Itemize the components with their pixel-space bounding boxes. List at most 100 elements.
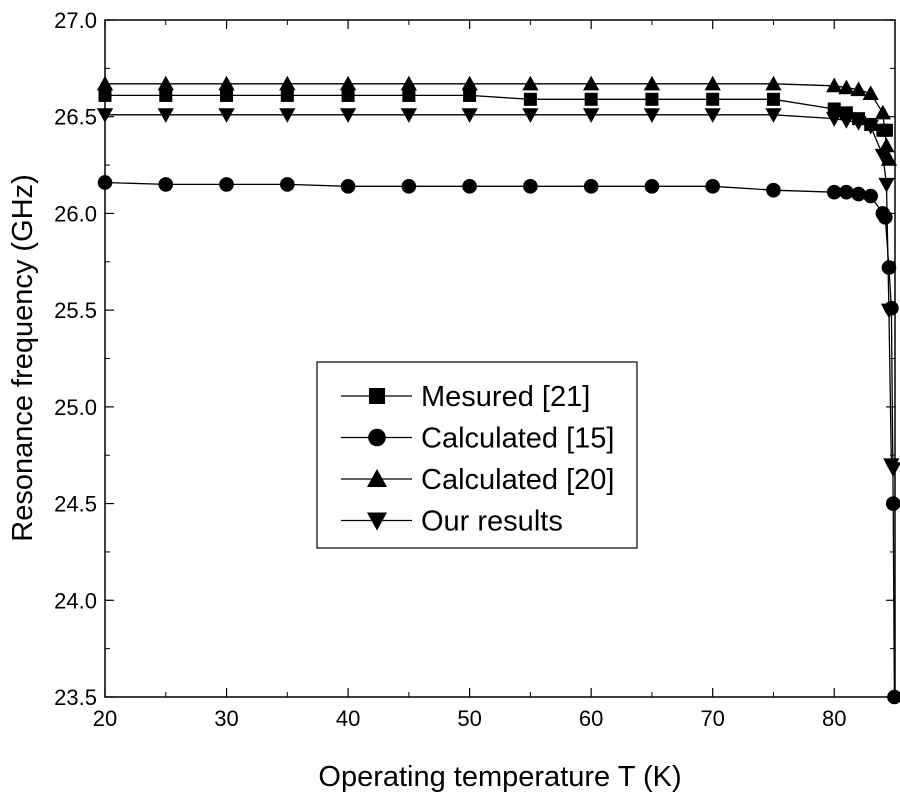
data-point <box>826 184 842 200</box>
data-point <box>279 108 296 123</box>
data-point <box>218 75 235 91</box>
legend: Mesured [21] Calculated [15] Calculated [2… <box>316 361 638 549</box>
data-point <box>220 88 234 102</box>
data-point <box>881 260 897 275</box>
data-point <box>880 303 898 319</box>
data-point <box>839 184 854 200</box>
data-point <box>97 175 113 190</box>
data-point <box>402 88 416 102</box>
data-point <box>850 81 867 97</box>
data-point <box>879 123 893 137</box>
data-point <box>704 75 721 91</box>
series-3 <box>96 75 898 166</box>
data-point <box>522 75 539 91</box>
x-axis-title: Operating temperature T (K) <box>318 761 681 793</box>
data-point <box>523 92 537 106</box>
y-tick-label: 25.0 <box>54 395 97 420</box>
y-tick-label: 25.5 <box>54 298 97 323</box>
data-point <box>766 92 780 106</box>
data-point <box>583 108 600 123</box>
data-point <box>340 179 356 194</box>
data-point <box>880 151 898 166</box>
plot-frame <box>104 19 896 698</box>
data-point <box>645 92 659 106</box>
data-point <box>826 112 843 127</box>
data-point <box>463 88 477 102</box>
legend-label: Calculated [15] <box>421 423 614 455</box>
data-point <box>218 108 235 123</box>
data-point <box>583 179 599 194</box>
data-point <box>838 79 855 95</box>
y-tick-label: 26.0 <box>54 201 97 226</box>
data-point <box>158 177 174 192</box>
data-point <box>522 108 539 123</box>
data-point <box>461 108 478 123</box>
data-point <box>280 177 295 192</box>
x-tick-label: 40 <box>336 706 360 731</box>
legend-marker <box>367 512 387 531</box>
x-tick-label: 70 <box>700 706 724 731</box>
data-point <box>96 108 114 123</box>
axis-layer: 20 30 40 50 60 70 80 23.5 24.0 24.5 25.0 25.5 26.0 26… <box>54 8 896 731</box>
y-tick-label: 24.0 <box>54 588 97 613</box>
data-point <box>279 75 296 91</box>
x-tick-label: 80 <box>822 706 846 731</box>
x-tick-label: 30 <box>214 706 238 731</box>
data-point <box>765 108 782 123</box>
data-point <box>862 119 879 135</box>
data-point <box>339 108 357 123</box>
series-layer <box>96 75 900 705</box>
data-point <box>400 108 417 123</box>
legend-entries: Mesured [21] Calculated [15] Calculated [2… <box>341 381 614 538</box>
y-tick-label: 24.5 <box>54 492 97 517</box>
data-point <box>705 179 720 194</box>
data-point <box>461 75 478 91</box>
data-point <box>863 188 878 204</box>
data-point <box>583 75 600 91</box>
data-point <box>644 179 660 194</box>
data-point <box>523 179 538 194</box>
data-point <box>401 179 417 194</box>
data-point <box>706 92 720 106</box>
data-point <box>851 186 866 202</box>
y-axis-title: Resonance frequency (GHz) <box>7 174 39 542</box>
data-point <box>400 75 417 91</box>
data-point <box>339 75 357 91</box>
data-point <box>885 462 900 477</box>
legend-label: Our results <box>421 506 563 538</box>
data-point <box>874 104 891 120</box>
data-point <box>98 88 112 102</box>
data-point <box>878 177 895 193</box>
legend-label: Mesured [21] <box>421 381 590 413</box>
y-tick-label: 26.5 <box>54 105 97 130</box>
data-point <box>878 137 895 153</box>
data-point <box>584 92 598 106</box>
x-tick-label: 50 <box>457 706 481 731</box>
data-point <box>877 209 893 225</box>
data-point <box>826 77 843 93</box>
data-point <box>766 182 781 198</box>
data-point <box>704 108 721 123</box>
data-point <box>850 116 867 131</box>
data-point <box>157 108 174 123</box>
data-point <box>874 148 891 164</box>
data-point <box>643 108 661 123</box>
y-tick-label: 23.5 <box>54 685 97 710</box>
data-point <box>157 75 174 91</box>
x-tick-label: 60 <box>579 706 603 731</box>
series-4 <box>96 108 900 477</box>
legend-marker <box>367 469 387 487</box>
legend-marker <box>369 388 385 404</box>
y-tick-label: 27.0 <box>54 8 97 33</box>
data-point <box>96 75 114 91</box>
legend-marker <box>368 428 386 447</box>
data-point <box>765 75 782 91</box>
legend-label: Calculated [20] <box>421 464 614 496</box>
data-point <box>643 75 661 91</box>
data-point <box>838 114 855 129</box>
data-point <box>862 85 879 101</box>
data-point <box>462 179 477 194</box>
data-point <box>219 177 234 192</box>
x-tick-label: 20 <box>93 706 117 731</box>
